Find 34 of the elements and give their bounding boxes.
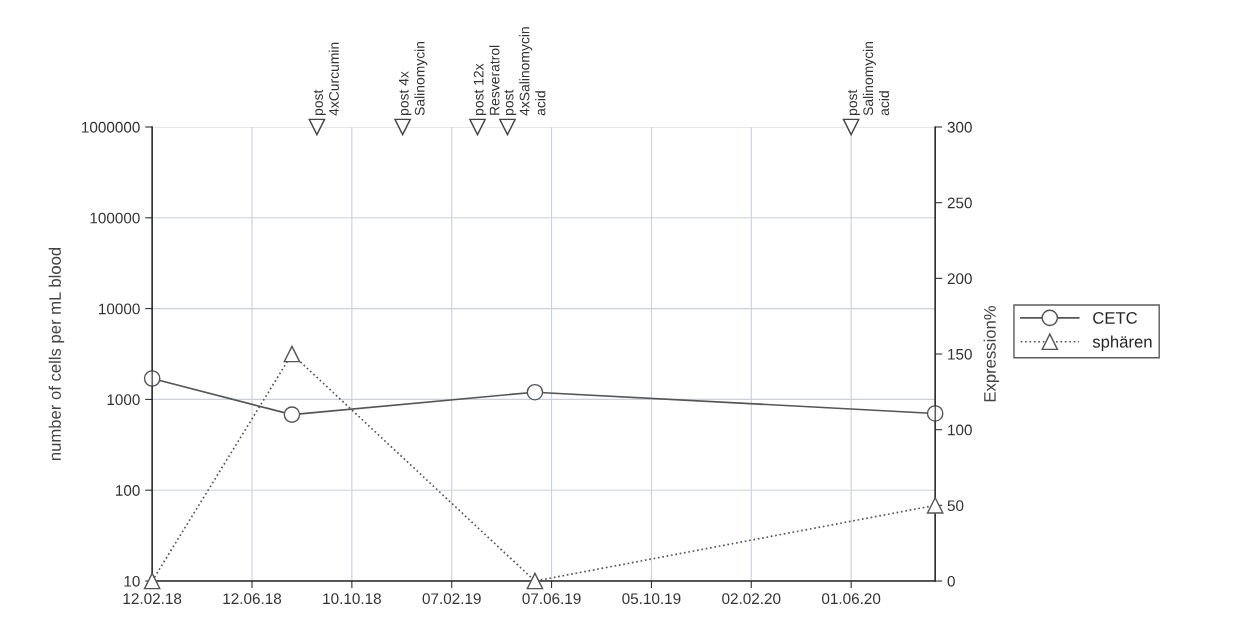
y2-tick-label: 200 (947, 273, 972, 285)
y-tick-label: 10 (124, 575, 140, 587)
x-tick-label: 02.02.20 (722, 593, 781, 605)
y-tick-label: 1000000 (82, 121, 140, 133)
x-tick-label: 07.06.19 (522, 593, 581, 605)
legend-label: CETC (1093, 312, 1138, 324)
y2-tick-label: 50 (947, 500, 964, 512)
y2-tick-label: 0 (947, 575, 955, 587)
y2-tick-label: 250 (947, 197, 972, 209)
x-tick-label: 05.10.19 (622, 593, 681, 605)
annotation: post 4xCurcumin (313, 42, 339, 116)
point (526, 383, 544, 401)
x-tick-label: 10.10.18 (323, 593, 381, 605)
y-tick-label: 1000 (107, 394, 140, 406)
y-axis-title: number of cells per mL blood (48, 247, 65, 461)
annotation: post 12x Resveratrol (473, 45, 500, 115)
x-tick-label: 12.06.18 (223, 593, 282, 605)
y2-tick-label: 150 (948, 348, 972, 360)
x-tick-label: 12.02.18 (123, 593, 182, 605)
annotation: post 4xSalinomycin acid (504, 27, 546, 116)
y-tick-label: 100 (116, 485, 140, 496)
y2-axis-title: Expression% (983, 305, 1000, 402)
annotation: post Salinomycin acid (848, 41, 890, 116)
point (143, 370, 161, 387)
x-tick-label: 01.06.20 (821, 593, 881, 605)
legend-label: sphären (1092, 335, 1152, 352)
y-tick-label: 100000 (90, 212, 140, 224)
y-tick-label: 10000 (99, 303, 140, 315)
point (283, 406, 301, 423)
x-tick-label: 07.02.19 (422, 593, 481, 605)
y2-tick-label: 300 (947, 121, 972, 133)
y2-tick-label: 100 (948, 424, 972, 436)
point (926, 405, 944, 422)
annotation: post 4x Salinomycin (398, 41, 428, 116)
